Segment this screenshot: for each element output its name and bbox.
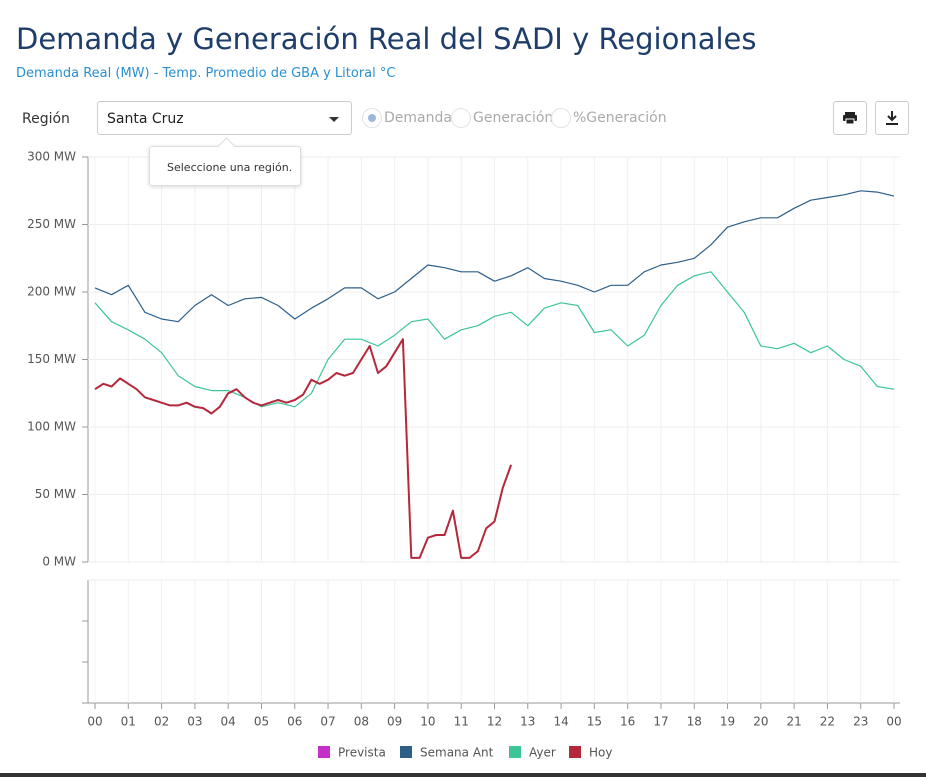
y-tick-label: 150 MW	[27, 352, 76, 366]
x-tick-label: 13	[520, 715, 535, 729]
title: Demanda y Generación Real del SADI y Reg…	[16, 22, 757, 56]
x-tick-label: 16	[620, 715, 635, 729]
x-tick-label: 15	[587, 715, 602, 729]
bottom-bar	[0, 773, 926, 777]
y-tick-label: 0 MW	[42, 555, 76, 569]
download-icon	[886, 111, 898, 125]
x-tick-label: 07	[320, 715, 335, 729]
x-tick-label: 06	[287, 715, 302, 729]
download-button[interactable]	[875, 101, 909, 135]
chart: 0 MW 50 MW 100 MW 150 MW 200 MW 250 MW 300 MW 0…	[27, 150, 902, 760]
radio-label: Demanda	[384, 110, 452, 126]
select-arrow	[329, 117, 339, 122]
x-tick-label: 18	[687, 715, 702, 729]
radio-label: Generación	[473, 110, 554, 126]
print-icon	[843, 112, 857, 125]
y-tick-label: 100 MW	[27, 420, 76, 434]
region-label: Región	[22, 111, 70, 127]
x-tick-label: 11	[454, 715, 469, 729]
x-tick-label: 12	[487, 715, 502, 729]
y-tick-label: 200 MW	[27, 285, 76, 299]
x-tick-label: 02	[154, 715, 169, 729]
series-line	[94, 338, 513, 559]
x-tick-label: 22	[820, 715, 835, 729]
x-tick-label: 05	[254, 715, 269, 729]
radio-pct-generacion[interactable]: %Generación	[551, 108, 667, 128]
x-tick-label: 08	[354, 715, 369, 729]
series-line	[94, 271, 895, 408]
x-tick-label: 19	[720, 715, 735, 729]
tooltip: Seleccione una región.	[149, 146, 301, 186]
y-tick-label: 50 MW	[35, 487, 76, 501]
subtitle: Demanda Real (MW) - Temp. Promedio de GB…	[16, 66, 396, 81]
legend-label: Ayer	[529, 746, 556, 760]
x-tick-label: 21	[786, 715, 801, 729]
radio-dot	[362, 108, 382, 128]
select-value: Santa Cruz	[107, 111, 184, 127]
x-tick-label: 10	[420, 715, 435, 729]
print-button[interactable]	[833, 101, 867, 135]
legend-swatch	[509, 746, 521, 758]
x-tick-label: 03	[187, 715, 202, 729]
legend-label: Prevista	[338, 746, 386, 760]
radio-generacion[interactable]: Generación	[451, 108, 553, 128]
x-tick-label: 20	[753, 715, 768, 729]
radio-dot	[451, 108, 471, 128]
x-tick-label: 00	[87, 715, 102, 729]
x-tick-label: 01	[121, 715, 136, 729]
x-tick-label: 17	[653, 715, 668, 729]
x-tick-label: 09	[387, 715, 402, 729]
legend-label: Hoy	[589, 746, 612, 760]
x-tick-label: 14	[553, 715, 568, 729]
legend-swatch	[569, 746, 581, 758]
x-tick-label: 04	[221, 715, 236, 729]
legend-swatch	[400, 746, 412, 758]
legend-label: Semana Ant	[420, 746, 494, 760]
region-select[interactable]: Santa Cruz	[97, 101, 352, 135]
x-tick-label: 23	[853, 715, 868, 729]
radio-label: %Generación	[573, 110, 667, 126]
y-tick-label: 300 MW	[27, 150, 76, 164]
series-line	[94, 190, 895, 323]
y-tick-label: 250 MW	[27, 217, 76, 231]
legend-swatch	[318, 746, 330, 758]
radio-demanda[interactable]: Demanda	[362, 108, 452, 128]
x-tick-label: 00	[886, 715, 901, 729]
radio-dot	[551, 108, 571, 128]
